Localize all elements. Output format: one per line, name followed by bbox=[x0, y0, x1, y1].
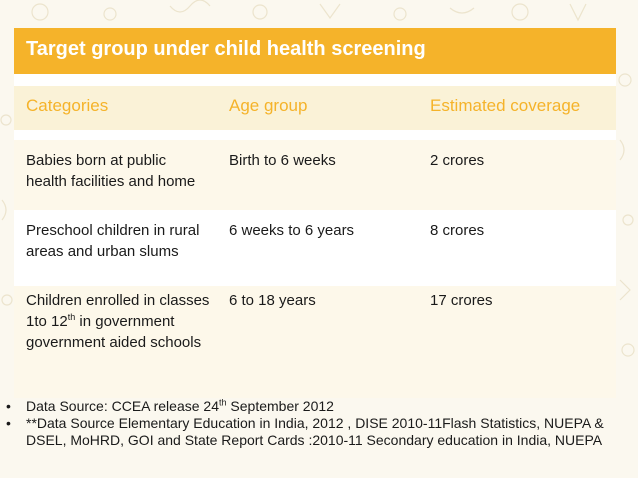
table-cell-age-group: Birth to 6 weeks bbox=[229, 152, 336, 169]
header-categories: Categories bbox=[26, 96, 109, 115]
table-cell-category: Babies born at public health facilities … bbox=[26, 152, 196, 190]
table-cell-coverage: 8 crores bbox=[430, 222, 485, 239]
category-text: Children enrolled in classes 1to 12 bbox=[26, 292, 210, 330]
note-text: **Data Source Elementary Education in In… bbox=[26, 415, 604, 448]
category-text: in government government aided schools bbox=[26, 313, 202, 351]
note-text: September 2012 bbox=[226, 398, 334, 414]
table-cell-category: Preschool children in rural areas and ur… bbox=[26, 222, 200, 260]
table-header-row bbox=[14, 86, 616, 130]
note-text: Data Source: CCEA release 24 bbox=[26, 398, 219, 414]
table-row bbox=[14, 140, 616, 210]
table-cell-category: Children enrolled in classes 1to 12th in… bbox=[26, 290, 211, 353]
superscript: th bbox=[219, 397, 227, 408]
bullet-icon: • bbox=[6, 398, 11, 414]
table-cell-coverage: 17 crores bbox=[430, 292, 493, 309]
header-estimated-coverage: Estimated coverage bbox=[430, 96, 581, 115]
bullet-icon: • bbox=[6, 415, 11, 431]
table-cell-coverage: 2 crores bbox=[430, 152, 485, 169]
table-cell-age-group: 6 to 18 years bbox=[229, 292, 316, 309]
superscript: th bbox=[67, 312, 76, 322]
source-note: • **Data Source Elementary Education in … bbox=[0, 415, 630, 449]
slide-title: Target group under child health screenin… bbox=[26, 38, 426, 60]
source-notes: • Data Source: CCEA release 24th Septemb… bbox=[0, 398, 630, 449]
source-note: • Data Source: CCEA release 24th Septemb… bbox=[0, 398, 630, 415]
title-bar bbox=[14, 28, 616, 74]
header-age-group: Age group bbox=[229, 96, 308, 115]
table-row bbox=[14, 286, 616, 398]
table-cell-age-group: 6 weeks to 6 years bbox=[229, 222, 355, 239]
